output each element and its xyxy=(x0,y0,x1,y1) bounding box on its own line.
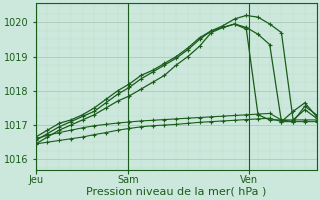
X-axis label: Pression niveau de la mer( hPa ): Pression niveau de la mer( hPa ) xyxy=(86,187,266,197)
